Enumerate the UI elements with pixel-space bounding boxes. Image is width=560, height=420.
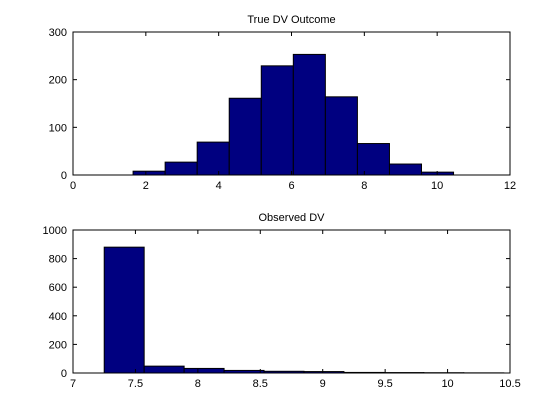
histogram-bar	[260, 65, 294, 176]
x-tick-label: 10	[431, 180, 443, 192]
histogram-bar	[388, 163, 423, 176]
chart-title: True DV Outcome	[247, 14, 335, 26]
histogram-bar	[303, 371, 345, 374]
x-tick-label: 10	[441, 378, 453, 390]
histogram-bar	[196, 141, 230, 176]
chart-title: Observed DV	[258, 212, 325, 224]
y-tick-label: 0	[61, 368, 67, 380]
x-tick-label: 9.5	[377, 378, 392, 390]
histogram-bar	[143, 365, 185, 374]
x-tick-label: 10.5	[499, 378, 520, 390]
top-histogram-panel: 0 2 4 6 8 10 12 0 100 200 300 True DV Outcome	[49, 14, 516, 192]
y-tick-label: 200	[49, 75, 67, 87]
histogram-bar	[343, 371, 385, 374]
y-tick-label: 400	[49, 311, 67, 323]
histogram-bar	[292, 53, 326, 176]
y-tick-label: 600	[49, 282, 67, 294]
x-tick-label: 9	[320, 378, 326, 390]
y-tick-label: 0	[61, 170, 67, 182]
histogram-bar	[103, 246, 145, 374]
y-tick-label: 300	[49, 27, 67, 39]
histogram-bar	[228, 97, 262, 176]
x-tick-label: 12	[504, 180, 516, 192]
x-tick-label: 7	[70, 378, 76, 390]
bottom-histogram-panel: 7 7.5 8 8.5 9 9.5 10 10.5 0 200 400 600 800 1000 Obser…	[43, 212, 521, 390]
y-tick-label: 200	[49, 339, 67, 351]
x-tick-label: 0	[70, 180, 76, 192]
histogram-bar	[164, 161, 198, 176]
x-tick-label: 6	[288, 180, 294, 192]
y-tick-label: 800	[49, 254, 67, 266]
x-tick-label: 8.5	[253, 378, 268, 390]
histogram-bar	[324, 96, 358, 176]
y-tick-label: 1000	[43, 225, 67, 237]
histogram-bar	[132, 170, 166, 176]
x-tick-label: 8	[361, 180, 367, 192]
x-tick-label: 8	[195, 378, 201, 390]
histogram-bar	[263, 370, 305, 374]
y-tick-label: 100	[49, 122, 67, 134]
x-tick-label: 7.5	[128, 378, 143, 390]
x-tick-label: 2	[143, 180, 149, 192]
histogram-bar	[183, 367, 225, 374]
axes-frame	[72, 229, 511, 374]
histogram-bar	[223, 369, 265, 374]
x-tick-label: 4	[216, 180, 222, 192]
histogram-bar	[356, 143, 390, 176]
